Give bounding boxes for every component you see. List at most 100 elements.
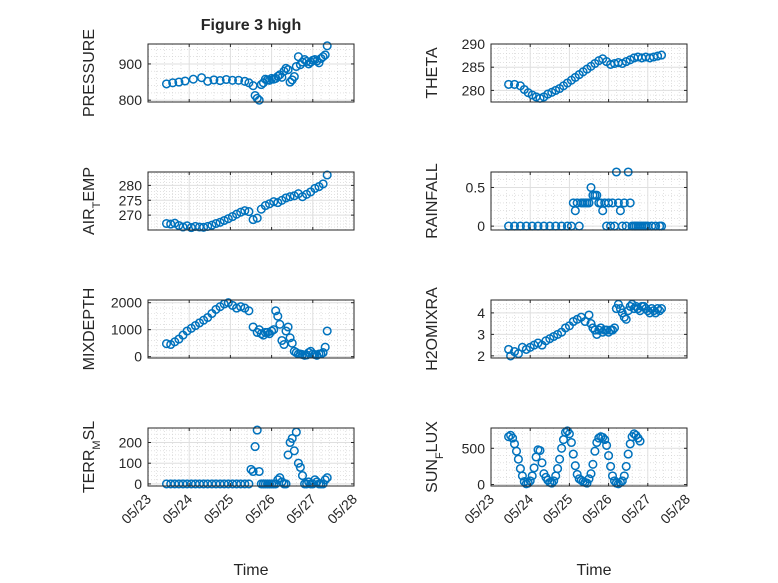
panel-mixdepth-point [304, 348, 314, 358]
panel-sun-flux-ylabel-main: SUN [424, 459, 441, 493]
panel-theta-ytick-label: 285 [462, 59, 486, 75]
panel-sun-flux-point [511, 446, 522, 456]
panel-mixdepth-point [291, 348, 301, 358]
panel-h2omixra-point [611, 304, 621, 314]
panel-h2omixra-point [617, 308, 627, 318]
panel-theta-ytick-label: 280 [462, 82, 486, 98]
panel-sun-flux-point [606, 461, 616, 471]
figure-title: Figure 3 high [201, 17, 301, 34]
panel-terr-msl-ytick-label: 100 [119, 455, 143, 471]
panel-sun-flux-point [588, 459, 598, 469]
panel-air-temp-point [285, 192, 295, 202]
panel-rainfall-minor-grid [491, 172, 687, 230]
panel-terr-msl-point [250, 442, 260, 452]
panel-h2omixra-point [623, 306, 633, 316]
panel-h2omixra: 2 3 4 H2OMIXRA [424, 287, 688, 371]
panel-rainfall-point [615, 206, 625, 216]
panel-theta: 280 285 290 THETA [424, 36, 688, 103]
panel-air-temp-point [252, 213, 262, 223]
panel-pressure-point [221, 74, 231, 85]
panel-terr-msl-point [240, 479, 250, 489]
panel-terr-msl-point [302, 479, 312, 489]
panel-sun-flux-point [621, 461, 631, 471]
panel-pressure-point [188, 74, 198, 84]
panel-h2omixra-point [607, 325, 618, 335]
panel-pressure-point [273, 71, 283, 81]
panel-h2omixra-point [619, 312, 629, 322]
panel-pressure-point [281, 63, 291, 73]
panel-terr-msl-point [281, 479, 291, 489]
panel-pressure-point [320, 50, 330, 60]
panel-pressure-point [240, 76, 250, 86]
panel-terr-msl-point [293, 458, 303, 468]
panel-mixdepth-point [269, 325, 279, 335]
panel-rainfall-ytick-label: 0.5 [466, 179, 486, 195]
panel-mixdepth-point [287, 338, 297, 348]
panel-h2omixra-point [656, 304, 667, 314]
panel-mixdepth-ytick-label: 1000 [111, 322, 142, 338]
panel-sun-flux-point [582, 478, 592, 488]
panel-terr-msl-plot-area [148, 428, 354, 486]
panel-sun-flux-point [557, 443, 567, 453]
panel-air-temp-minor-grid [148, 172, 354, 230]
panel-theta-point [509, 79, 520, 89]
panel-mixdepth-point [271, 306, 281, 316]
panel-pressure-ylabel: PRESSURE [81, 29, 98, 117]
panel-sun-flux-point [529, 463, 539, 473]
panel-air-temp-point [310, 183, 320, 193]
panel-pressure-point [209, 75, 219, 85]
panel-mixdepth-plot-area [148, 300, 354, 358]
panel-air-temp-point [166, 219, 176, 229]
panel-mixdepth-point [236, 302, 246, 312]
panel-sun-flux-ylabel-sub: F [434, 452, 446, 459]
panel-pressure-point [314, 58, 324, 68]
panel-pressure-plot-area [148, 44, 354, 102]
panel-theta-point [504, 79, 514, 89]
panel-air-temp-point [207, 220, 217, 230]
panel-sun-flux-point [504, 432, 514, 442]
panel-air-temp-axes-box [147, 171, 355, 231]
panel-sun-flux-point [537, 458, 547, 468]
panel-rainfall: 0 0.5 RAINFALL [424, 163, 688, 239]
panel-sun-flux-point [553, 464, 563, 474]
panel-sun-flux-point [513, 454, 523, 464]
panel-sun-flux-point [598, 432, 608, 442]
panel-pressure-point [203, 76, 213, 86]
panel-pressure-ytick-label: 900 [119, 56, 143, 72]
panel-terr-msl-ylabel-sub: M [91, 440, 103, 449]
panel-sun-flux-axes-box [490, 427, 688, 487]
panel-sun-flux-series [504, 426, 645, 489]
panel-h2omixra-point [584, 310, 594, 320]
panel-terr-msl-ylabel: TERRMSL [81, 421, 103, 493]
panel-terr-msl-point [322, 473, 332, 483]
panel-terr-msl-point [248, 466, 258, 477]
panel-pressure-ytick-label: 800 [119, 92, 143, 108]
panel-sun-flux-point [570, 461, 580, 471]
panel-h2omixra-point [629, 304, 639, 314]
panel-h2omixra-point [580, 316, 590, 327]
panel-air-temp-ytick-label: 280 [119, 177, 143, 193]
panel-h2omixra-point [592, 329, 602, 339]
panel-terr-msl-ylabel-rest: SL [81, 421, 98, 441]
panel-sun-flux-point [560, 427, 571, 437]
panel-sun-flux-ylabel: SUNFLUX [424, 421, 446, 493]
panel-air-temp-point [248, 215, 258, 225]
panel-air-temp-point [199, 222, 209, 232]
panel-sun-flux-point [617, 476, 627, 486]
panel-sun-flux-point [590, 446, 600, 456]
panel-air-temp-point [211, 218, 221, 229]
panel-terr-msl-point [252, 425, 262, 435]
panel-theta-point [653, 51, 663, 61]
panel-sun-flux-ytick-label: 0 [477, 477, 485, 493]
panel-air-temp-ytick-label: 270 [119, 207, 143, 223]
panel-h2omixra-point [602, 325, 612, 335]
panel-mixdepth-point [273, 311, 283, 321]
panel-sun-flux-point [600, 435, 610, 445]
panel-sun-flux-point [508, 433, 518, 443]
panel-terr-msl-point [254, 466, 264, 477]
panel-sun-flux-point [535, 445, 545, 456]
panel-pressure-point [291, 61, 301, 72]
panel-air-temp-ylabel-main: AIR [81, 208, 98, 235]
panel-theta-ylabel: THETA [424, 47, 441, 99]
panel-sun-flux-point [635, 436, 645, 446]
